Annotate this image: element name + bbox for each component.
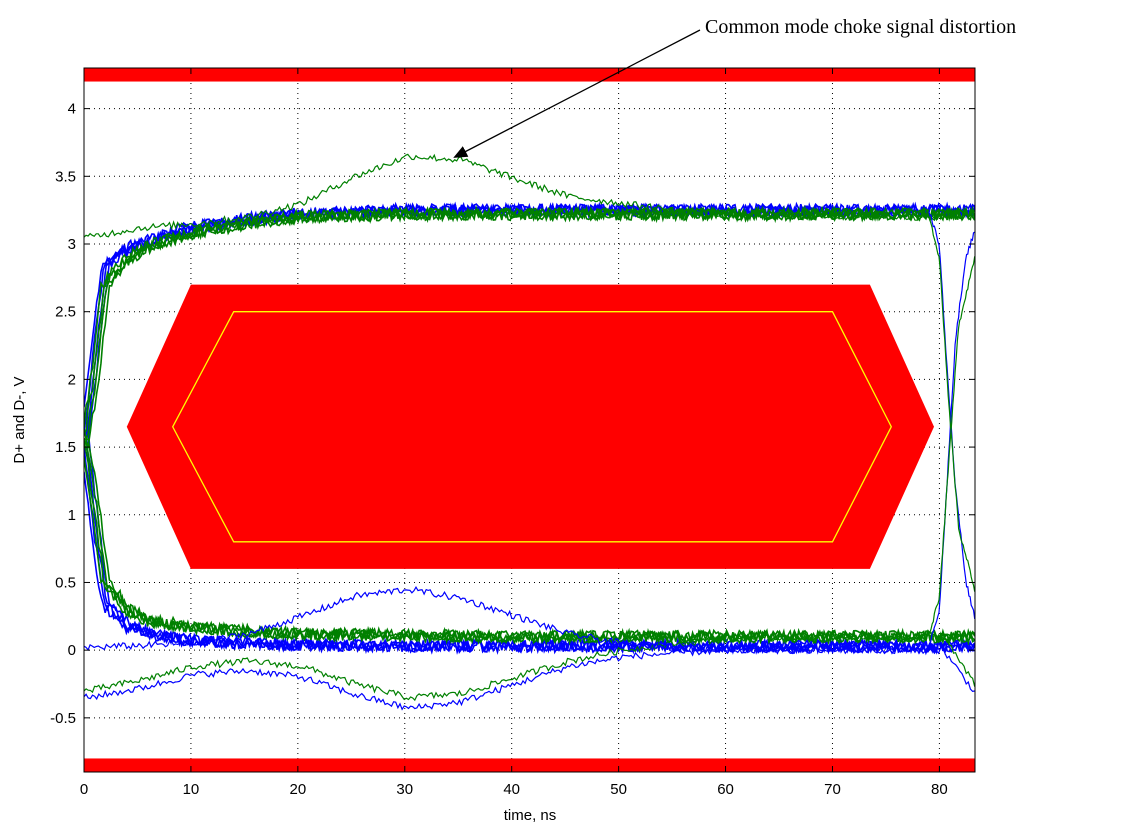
x-tick-label: 60 — [717, 781, 734, 798]
trace-2-high — [84, 205, 975, 427]
trace-1-low — [84, 427, 975, 655]
x-tick-label: 50 — [610, 781, 627, 798]
y-tick-label: 4 — [68, 101, 76, 118]
annotation-text: Common mode choke signal distortion — [705, 16, 1016, 38]
plot-frame — [83, 67, 976, 773]
trace-5-distortion-low — [84, 645, 975, 711]
axis-ticks: 0 10 20 30 40 50 60 70 80 -0.5 0 0.5 1 1.5 2 2.5 3 3.5 4 — [50, 68, 975, 798]
y-tick-label: 1.5 — [55, 439, 76, 456]
upper-limit-band — [84, 68, 975, 82]
trace-3-low — [84, 457, 975, 646]
x-tick-label: 40 — [503, 781, 520, 798]
y-tick-label: 0 — [68, 642, 76, 659]
trace-1-low — [84, 471, 975, 655]
trace-11-fall-edge — [928, 216, 975, 592]
y-tick-label: 3.5 — [55, 168, 76, 185]
trace-10-rise-edge — [928, 256, 975, 636]
y-tick-label: 3 — [68, 236, 76, 253]
x-tick-label: 0 — [80, 781, 88, 798]
trace-8-rise-edge — [928, 231, 975, 649]
y-tick-label: 1 — [68, 507, 76, 524]
annotation-arrow — [453, 29, 701, 158]
x-tick-label: 80 — [931, 781, 948, 798]
x-axis-label: time, ns — [504, 807, 557, 824]
y-tick-label: -0.5 — [50, 710, 76, 727]
lower-limit-band — [84, 758, 975, 772]
mask-regions — [84, 68, 975, 772]
y-tick-label: 2 — [68, 371, 76, 388]
y-axis-label: D+ and D-, V — [11, 376, 28, 463]
y-tick-label: 0.5 — [55, 574, 76, 591]
eye-mask-outer — [126, 284, 935, 569]
x-tick-label: 10 — [183, 781, 200, 798]
signal-traces — [84, 153, 975, 711]
x-tick-label: 30 — [396, 781, 413, 798]
trace-6-distortion-low — [84, 631, 975, 702]
y-tick-label: 2.5 — [55, 304, 76, 321]
eye-mask-inner — [171, 311, 893, 543]
x-tick-label: 20 — [290, 781, 307, 798]
trace-7-distortion-bump — [84, 586, 940, 655]
trace-4-distortion-high — [84, 153, 940, 238]
x-tick-label: 70 — [824, 781, 841, 798]
